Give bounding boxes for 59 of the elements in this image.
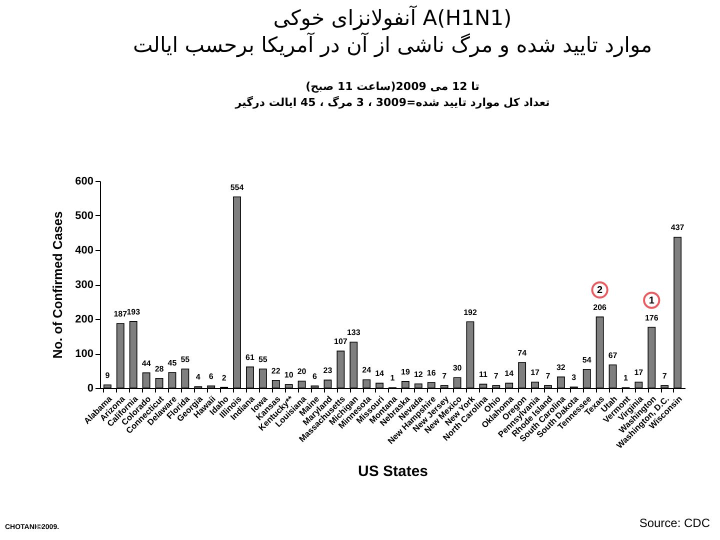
data-label: 11 [478,370,488,380]
data-label: 193 [126,307,141,316]
chart-title: آنفولانزای خوکی A(H1N1) موارد تایید شده و مرگ ناشی از آن در آمریکا برحسب ایالت [132,5,652,58]
data-label: 20 [297,367,307,376]
data-label: 67 [608,350,618,360]
data-label: 1 [623,374,628,383]
data-label: 28 [154,364,164,374]
data-label: 61 [246,352,255,362]
data-label: 22 [271,366,281,376]
y-tick-label: 300 [75,279,94,291]
data-label: 45 [168,358,178,368]
data-label: 17 [634,368,644,378]
data-label: 437 [670,223,685,232]
data-label: 10 [284,370,294,380]
data-label: 107 [334,337,348,346]
chart-subtitle: تا 12 می 2009(ساعت 11 صبح) تعداد کل موارد تایید شده=3009 ، 3 مرگ ، 45 ایالت درگیر [234,80,550,109]
data-label: 74 [518,348,528,358]
data-label: 55 [258,355,268,364]
data-label: 7 [442,372,448,381]
y-tick-label: 0 [87,382,94,394]
data-label: 187 [114,309,128,318]
y-tick-label: 100 [75,348,94,360]
data-label: 16 [426,368,436,378]
data-label: 12 [414,370,424,379]
data-label: 24 [362,366,372,375]
data-label: 6 [312,372,318,381]
x-axis-title: US States [358,463,428,480]
annotation: 1 [648,295,655,306]
data-label: 3 [572,372,577,382]
data-label: 4 [196,372,201,382]
data-label: 133 [346,328,361,338]
source-note: Source: CDC [639,516,710,530]
data-label: 192 [464,308,478,317]
data-label: 1 [390,374,396,383]
y-axis-title: No. of Confirmed Cases [50,211,66,359]
data-label: 7 [662,372,668,381]
data-label: 14 [504,369,514,378]
data-label: 2 [222,373,227,382]
data-label: 7 [546,372,551,381]
y-tick-label: 500 [75,210,94,222]
data-label: 32 [556,362,566,372]
data-label: 176 [644,313,659,322]
y-tick-label: 200 [75,314,94,326]
data-label: 6 [208,372,214,381]
data-label: 9 [105,370,110,380]
y-tick-label: 400 [75,244,94,256]
data-label: 554 [230,182,244,192]
data-label: 14 [375,369,385,378]
data-label: 30 [452,364,462,373]
data-label: 7 [494,372,499,381]
data-label: 206 [593,302,608,312]
data-label: 55 [180,355,190,364]
annotation: 2 [597,284,604,296]
data-label: 17 [530,368,540,378]
data-label: 54 [582,355,592,364]
y-tick-label: 600 [75,176,94,188]
data-label: 44 [142,358,152,368]
data-label: 19 [401,367,410,376]
data-label: 23 [323,366,333,376]
